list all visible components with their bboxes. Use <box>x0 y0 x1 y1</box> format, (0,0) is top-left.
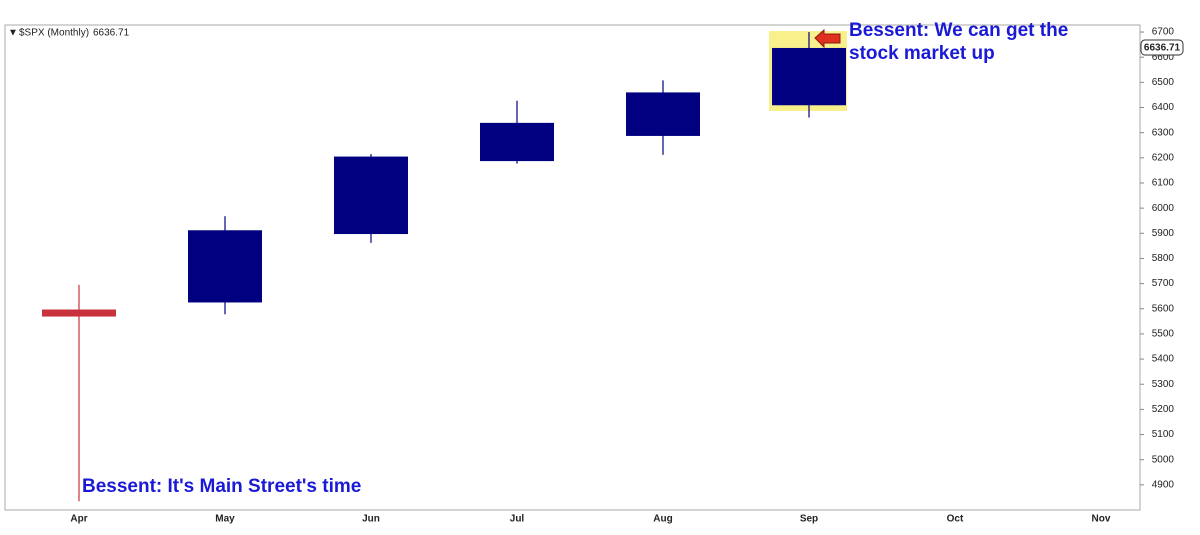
y-tick-label: 5400 <box>1152 354 1175 365</box>
x-tick-label: Aug <box>653 514 672 525</box>
candle-body <box>480 122 554 162</box>
candle-body <box>42 309 116 317</box>
candle-body <box>334 156 408 235</box>
price-tag <box>1140 39 1184 56</box>
y-tick-label: 6100 <box>1152 178 1175 189</box>
y-tick-label: 4900 <box>1152 479 1175 490</box>
x-tick-label: Sep <box>800 514 818 525</box>
x-tick-label: May <box>215 514 235 525</box>
x-tick-label: Jun <box>362 514 380 525</box>
arrow <box>814 28 841 49</box>
candle-body <box>188 230 262 303</box>
annotation: Bessent: We can get the stock market up <box>849 20 1069 64</box>
candle-body <box>772 47 846 106</box>
y-tick-label: 5500 <box>1152 329 1175 340</box>
y-tick-label: 5700 <box>1152 278 1175 289</box>
x-tick-label: Nov <box>1092 514 1111 525</box>
y-tick-label: 5200 <box>1152 404 1175 415</box>
legend-label: $SPX (Monthly) <box>19 28 89 39</box>
x-tick-label: Oct <box>947 514 964 525</box>
y-tick-label: 5600 <box>1152 303 1175 314</box>
y-tick-label: 6000 <box>1152 203 1175 214</box>
y-tick-label: 6700 <box>1152 27 1175 38</box>
x-tick-label: Jul <box>510 514 525 525</box>
y-tick-label: 6300 <box>1152 127 1175 138</box>
y-tick-label: 5100 <box>1152 429 1175 440</box>
legend-icon: ▼ <box>8 28 18 39</box>
annotation: Bessent: It's Main Street's time <box>82 476 362 497</box>
y-tick-label: 6200 <box>1152 152 1175 163</box>
price-tag-label: 6636.71 <box>1144 43 1181 54</box>
y-tick-label: 5300 <box>1152 379 1175 390</box>
y-tick-label: 5900 <box>1152 228 1175 239</box>
y-tick-label: 6500 <box>1152 77 1175 88</box>
x-tick-label: Apr <box>70 514 87 525</box>
plot-frame <box>4 24 1141 511</box>
y-tick-label: 5000 <box>1152 454 1175 465</box>
legend-price: 6636.71 <box>93 28 130 39</box>
y-tick-label: 6400 <box>1152 102 1175 113</box>
y-tick-label: 6600 <box>1152 52 1175 63</box>
candle-body <box>626 92 700 136</box>
y-tick-label: 5800 <box>1152 253 1175 264</box>
